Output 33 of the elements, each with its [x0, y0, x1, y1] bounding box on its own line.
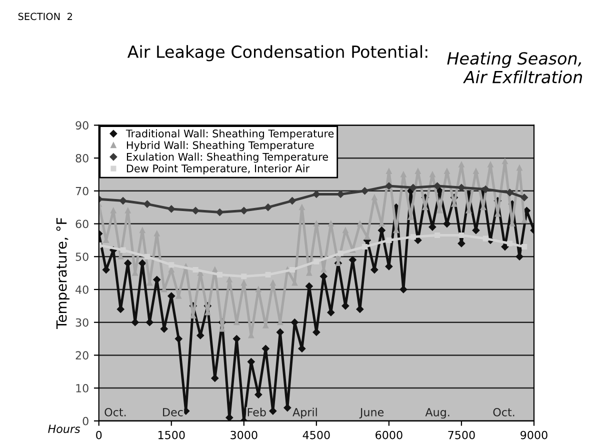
annotation: Aug. [425, 408, 450, 419]
y-tick-label: 10 [76, 384, 88, 392]
x-tick-label: 3000 [230, 430, 258, 440]
chart-title: Air Leakage Condensation Potential: [127, 45, 428, 62]
annotation: June [359, 408, 384, 418]
legend-label: Traditional Wall: Sheathing Temperature [126, 129, 334, 140]
y-tick-label: 20 [76, 351, 88, 360]
x-tick-label: 6000 [376, 430, 402, 440]
legend-label: Exulation Wall: Sheathing Temperature [126, 152, 328, 163]
x-tick-label: 0 [96, 430, 102, 440]
text: SECTION 2 [18, 12, 72, 20]
x-tick-label: 4500 [302, 430, 330, 440]
x-tick-label: 7500 [448, 430, 475, 440]
x-tick-label: 9000 [520, 430, 548, 440]
y-tick-label: 90 [76, 121, 88, 130]
x-axis-title: Hours [48, 424, 80, 434]
annotation: Oct. [104, 408, 126, 416]
y-axis-title: Temperature, °F [56, 218, 70, 329]
x-tick-label: 1500 [158, 430, 185, 440]
y-tick-label: 70 [76, 186, 88, 196]
legend-label: Hybrid Wall: Sheathing Temperature [126, 141, 314, 152]
y-tick-label: 80 [76, 154, 88, 162]
legend-label: Dew Point Temperature, Interior Air [126, 164, 310, 174]
annotation: April [292, 408, 317, 419]
annotation: Dec [163, 408, 183, 416]
y-tick-label: 0 [82, 416, 88, 426]
y-tick-label: 50 [76, 252, 88, 262]
chart-subtitle: Heating Season, Air Exfiltration [447, 52, 582, 84]
annotation: Feb [248, 408, 266, 416]
annotation: Oct. [493, 408, 514, 416]
y-tick-label: 60 [76, 220, 88, 228]
y-tick-label: 30 [76, 318, 88, 327]
y-tick-label: 40 [76, 285, 88, 294]
